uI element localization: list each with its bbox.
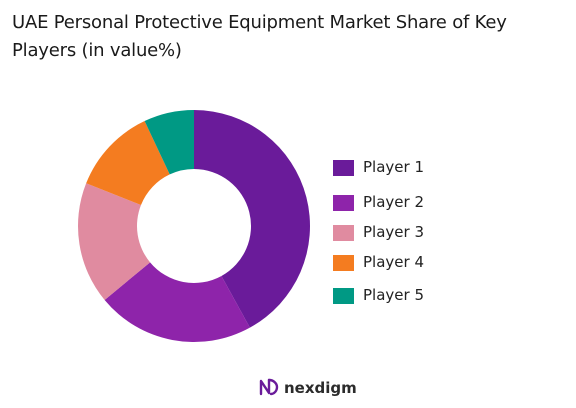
donut-slice-player-2 <box>104 262 250 342</box>
donut-slice-player-4 <box>86 121 170 206</box>
brand-name: nexdigm <box>284 379 357 397</box>
legend-swatch <box>333 225 354 241</box>
legend-label: Player 1 <box>363 158 424 176</box>
nexdigm-logo-icon <box>259 378 279 396</box>
donut-slice-player-1 <box>194 110 311 328</box>
legend-label: Player 3 <box>363 223 424 241</box>
legend-label: Player 5 <box>363 286 424 304</box>
brand: nexdigm <box>258 375 368 401</box>
chart-title: UAE Personal Protective Equipment Market… <box>12 12 507 61</box>
donut-slices <box>77 110 311 342</box>
donut-slice-player-3 <box>77 183 151 300</box>
legend-swatch <box>333 288 354 304</box>
legend-swatch <box>333 160 354 176</box>
legend-swatch <box>333 195 354 211</box>
legend-label: Player 4 <box>363 253 424 271</box>
legend-label: Player 2 <box>363 193 424 211</box>
donut-slice-player-5 <box>144 110 194 175</box>
legend-swatch <box>333 255 354 271</box>
